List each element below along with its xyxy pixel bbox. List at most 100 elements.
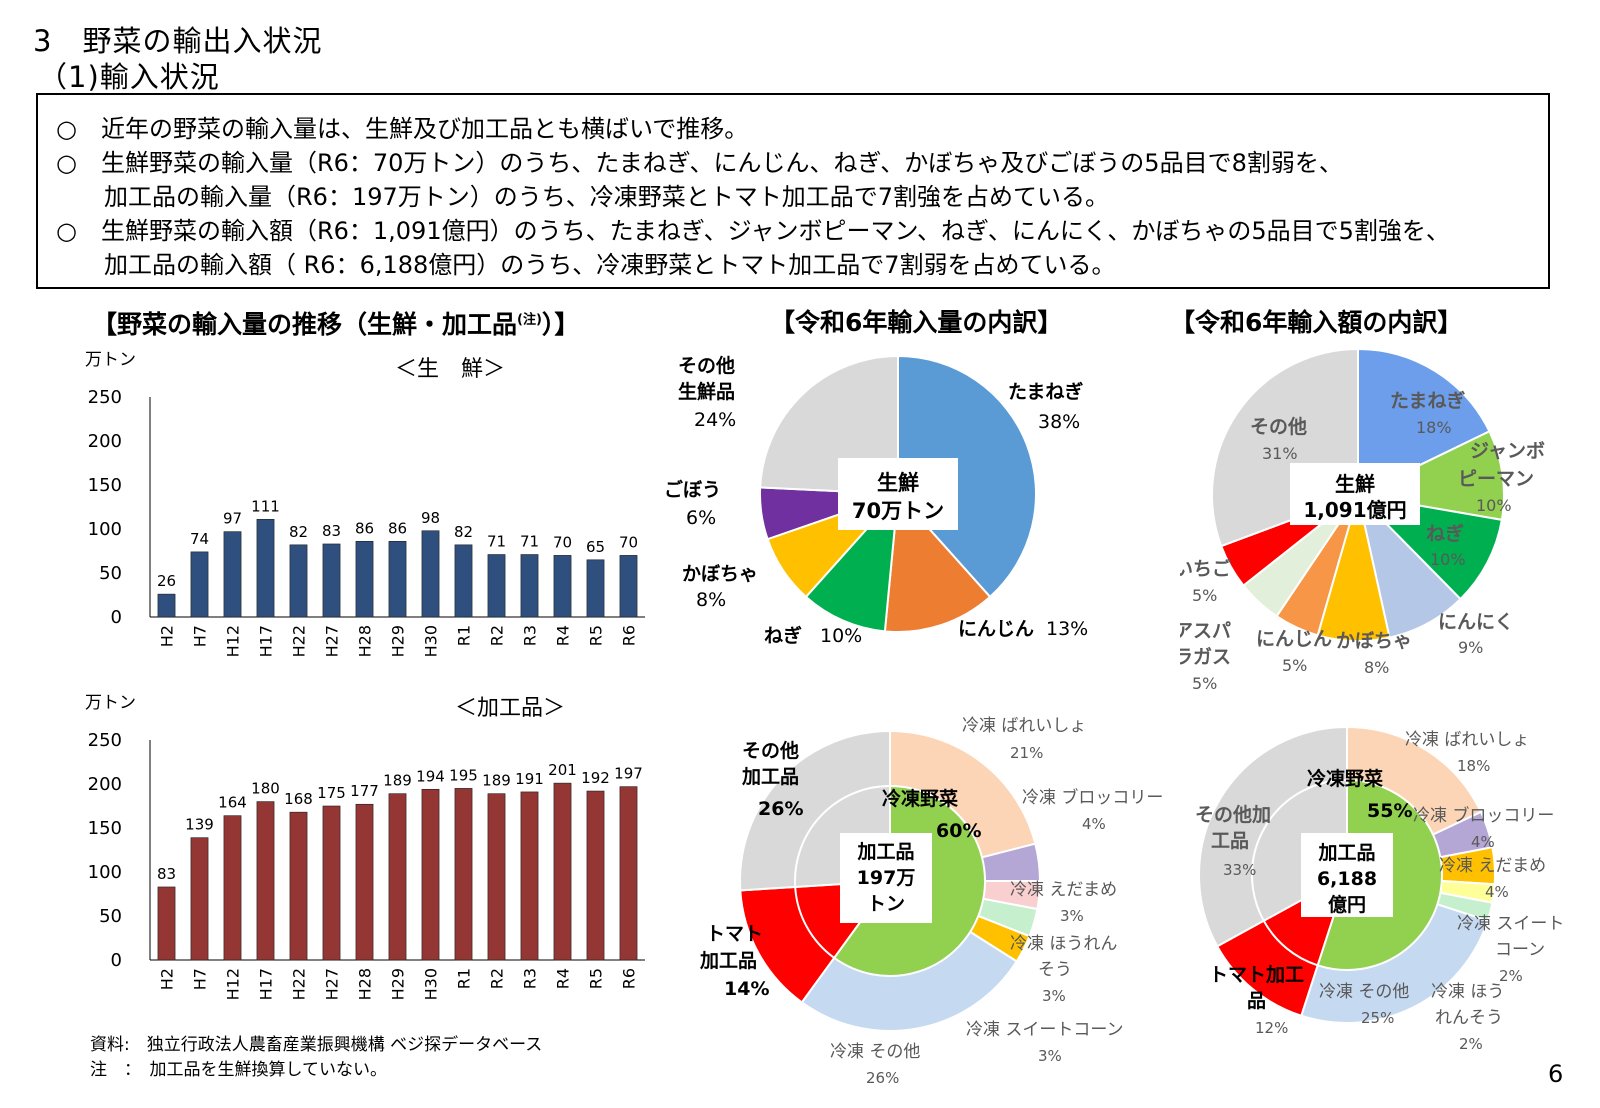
slice-pct: 3% — [1060, 907, 1084, 925]
bar — [157, 593, 176, 618]
inner-label: その他 — [742, 739, 799, 762]
bar — [454, 788, 473, 961]
category-label: R1 — [455, 968, 474, 989]
slice-label: いちご — [1180, 557, 1231, 580]
slice-label: ラガス — [1180, 646, 1231, 668]
volume-title: 【令和6年輸入量の内訳】 — [770, 308, 1063, 337]
slice-pct: 18% — [1416, 418, 1452, 437]
pie-value-processed: 加工品 6,188 億円 冷凍 ばれいしょ 18% 冷凍 ブロッコリー 4% 冷… — [1195, 725, 1564, 1053]
category-label: R6 — [620, 625, 639, 646]
slice-pct: 6% — [686, 507, 716, 529]
data-label: 192 — [581, 769, 610, 787]
data-label: 71 — [520, 533, 539, 551]
bar — [190, 837, 209, 961]
slice-label: コーン — [1495, 940, 1545, 960]
pie-slice — [1356, 491, 1462, 639]
category-label: H2 — [158, 625, 177, 647]
data-label: 70 — [619, 533, 638, 551]
category-label: H2 — [158, 968, 177, 990]
data-label: 82 — [454, 523, 473, 541]
pie-center-box — [840, 833, 932, 923]
y-tick-label: 250 — [88, 387, 122, 408]
data-label: 201 — [548, 761, 577, 779]
pie-slice — [897, 354, 1037, 599]
y-tick-label: 250 — [88, 730, 122, 751]
slice-pct: 5% — [1282, 656, 1307, 675]
data-label: 177 — [350, 782, 379, 800]
category-label: H17 — [257, 968, 276, 1000]
slice-label: ごぼう — [664, 478, 721, 501]
data-label: 26 — [157, 572, 176, 590]
category-label: H22 — [290, 968, 309, 1000]
slice-pct: 21% — [1010, 744, 1043, 762]
pie-center-label: トン — [867, 893, 905, 915]
chart-title: ＜加工品＞ — [455, 696, 565, 721]
inner-label: トマト加工 — [1209, 964, 1304, 986]
category-label: H30 — [422, 968, 441, 1000]
category-label: R3 — [521, 625, 540, 646]
slice-pct: 8% — [696, 589, 726, 611]
category-label: R4 — [554, 968, 573, 989]
pie-center-label: 生鮮 — [1335, 472, 1375, 496]
category-label: H28 — [356, 625, 375, 657]
bar — [256, 519, 275, 618]
bar — [223, 531, 242, 618]
category-label: H12 — [224, 625, 243, 657]
bar — [322, 805, 341, 961]
slice-label: れんそう — [1435, 1008, 1503, 1028]
slice-label: 冷凍 ばれいしょ — [1405, 730, 1529, 750]
summary-line: ○ 近年の野菜の輸入量は、生鮮及び加工品とも横ばいで推移。 — [56, 115, 749, 143]
slice-label: 冷凍 えだまめ — [1439, 856, 1546, 876]
category-label: H28 — [356, 968, 375, 1000]
bar — [355, 803, 374, 961]
pie-volume-fresh: 生鮮 70万トン たまねぎ 38% にんじん 13% ねぎ 10% かぼちゃ 8… — [664, 354, 1088, 647]
bar — [487, 554, 506, 618]
y-unit-label: 万トン — [85, 350, 136, 370]
pie-center-box — [1301, 833, 1393, 917]
pie-center-label: 6,188 — [1317, 868, 1377, 890]
slice-pct: 10% — [1430, 550, 1466, 569]
data-label: 65 — [586, 538, 605, 556]
slice-label: 冷凍 ほうれん — [1010, 934, 1117, 954]
slice-label: ねぎ — [1426, 522, 1464, 545]
slice-label: 冷凍 スイートコーン — [966, 1020, 1124, 1040]
value-title: 【令和6年輸入額の内訳】 — [1170, 308, 1463, 337]
inner-label: 冷凍野菜 — [1307, 767, 1383, 790]
data-label: 189 — [383, 772, 412, 790]
slice-label: 冷凍 その他 — [1319, 982, 1409, 1002]
bar — [289, 544, 308, 618]
trend-title: 【野菜の輸入量の推移（生鮮・加工品(注)）】 — [92, 305, 579, 341]
data-label: 189 — [482, 772, 511, 790]
bar — [157, 886, 176, 961]
slice-pct: 25% — [1361, 1009, 1394, 1027]
bar — [454, 544, 473, 618]
category-label: H7 — [191, 625, 210, 647]
category-label: H30 — [422, 625, 441, 657]
category-label: H27 — [323, 625, 342, 657]
inner-label: 冷凍野菜 — [882, 787, 958, 810]
slice-label: 冷凍 ばれいしょ — [962, 716, 1086, 736]
pie-volume-processed: 加工品 197万 トン 冷凍 ばれいしょ 21% 冷凍 ブロッコリー 4% 冷凍… — [700, 716, 1163, 1087]
slice-label: 冷凍 ブロッコリー — [1022, 787, 1163, 808]
y-tick-label: 100 — [88, 862, 122, 883]
summary-box: ○ 近年の野菜の輸入量は、生鮮及び加工品とも横ばいで推移。 ○ 生鮮野菜の輸入量… — [36, 93, 1550, 289]
pie-center-box — [1290, 463, 1420, 525]
slice-label: にんじん — [1256, 628, 1332, 650]
bar — [190, 551, 209, 618]
category-label: H29 — [389, 625, 408, 657]
inner-label: 加工品 — [741, 766, 799, 788]
slice-pct: 13% — [1046, 618, 1088, 640]
bar — [388, 793, 407, 961]
slice-pct: 10% — [820, 625, 862, 647]
category-label: R5 — [587, 968, 606, 989]
data-label: 175 — [317, 784, 346, 802]
slice-label: 生鮮品 — [678, 380, 735, 403]
category-label: H27 — [323, 968, 342, 1000]
inner-pct: 12% — [1255, 1019, 1288, 1037]
data-label: 180 — [251, 780, 280, 798]
data-label: 83 — [157, 865, 176, 883]
slice-label: ねぎ — [764, 624, 802, 647]
slice-pct: 2% — [1459, 1035, 1483, 1053]
slice-label: ジャンボ — [1470, 440, 1545, 462]
bar — [553, 555, 572, 618]
